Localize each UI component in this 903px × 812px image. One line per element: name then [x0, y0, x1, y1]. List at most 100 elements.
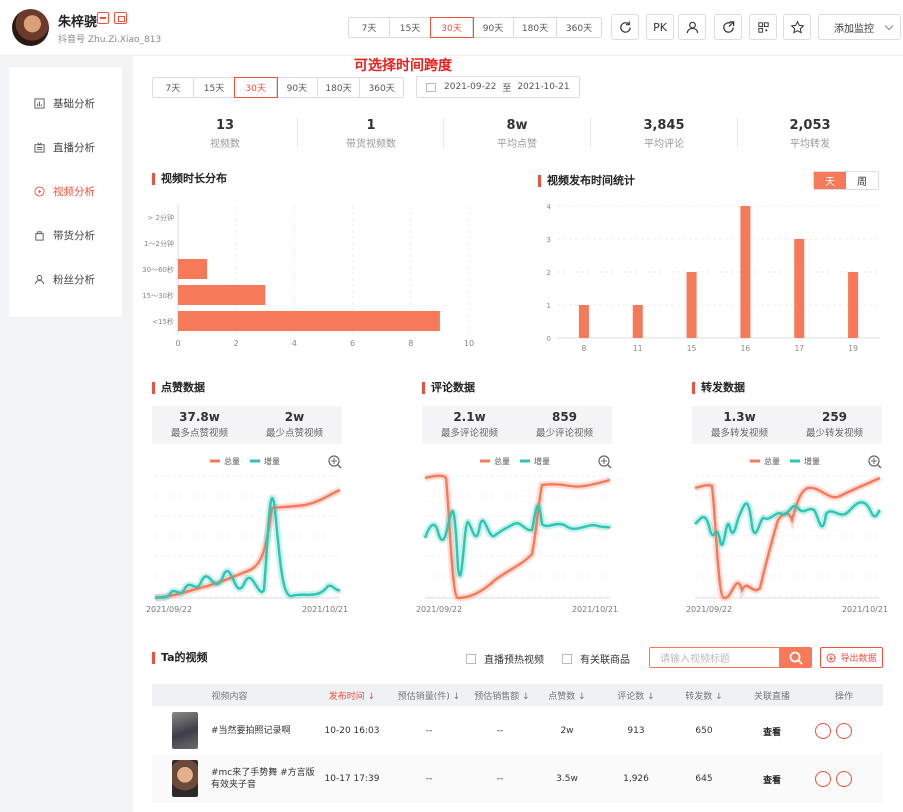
- video-thumbnail[interactable]: [172, 760, 198, 797]
- header-range-30[interactable]: 30天: [430, 17, 474, 38]
- main-range-360[interactable]: 360天: [368, 84, 395, 94]
- play-icon[interactable]: [836, 723, 852, 739]
- live-tv-icon: [34, 142, 45, 153]
- main-range-15[interactable]: 15天: [194, 78, 236, 97]
- stat-label: 带货视频数: [346, 139, 396, 150]
- stat-avg-shares: 2,053 平均转发: [737, 118, 883, 150]
- main-range-180[interactable]: 180天: [318, 78, 361, 97]
- duration-bar: [178, 259, 208, 279]
- cell-amount: --: [496, 774, 504, 784]
- main-range-30[interactable]: 30天: [234, 77, 279, 98]
- video-title[interactable]: #当然要拍照记录啊: [211, 726, 291, 736]
- x-tick-label: 16: [741, 344, 751, 353]
- sidebar-item-basic[interactable]: 基础分析: [9, 88, 122, 118]
- divider: [297, 118, 298, 148]
- header-range-90[interactable]: 90天: [473, 18, 514, 37]
- duration-chart: 0 2 4 6 8 10 > 2分钟 1～2分钟 30～60秒 15～30秒 <15秒: [142, 204, 474, 348]
- sidebar-item-fans[interactable]: 粉丝分析: [9, 264, 122, 294]
- x-start-label: 2021/09/22: [146, 605, 192, 614]
- table-row[interactable]: #当然要拍照记录啊 10-20 16:03 -- -- 2w 913 650 查…: [152, 707, 883, 755]
- col-est-sales[interactable]: 预估销量(件) ↓: [397, 691, 461, 702]
- sidebar-item-live[interactable]: 直播分析: [9, 132, 122, 162]
- video-title[interactable]: #mc来了手势舞 #方言版 有效夹子音: [211, 768, 315, 790]
- sidebar-item-label: 带货分析: [53, 229, 95, 242]
- cell-time: 10-17 17:39: [324, 774, 380, 784]
- duration-section-title: 视频时长分布: [152, 173, 227, 185]
- col-est-amount[interactable]: 预估销售额 ↓: [474, 691, 530, 702]
- y-tick-label: 1: [547, 302, 551, 310]
- cell-likes: 3.5w: [556, 774, 578, 784]
- cell-likes: 2w: [560, 726, 574, 736]
- zoom-icon[interactable]: [868, 455, 882, 469]
- stat-value: 3,845: [643, 118, 685, 133]
- video-thumbnail[interactable]: [172, 712, 198, 749]
- stat-value: 13: [215, 118, 235, 133]
- play-icon[interactable]: [836, 771, 852, 787]
- header-range-selector: 7天 15天 30天 90天 180天 360天: [348, 17, 602, 38]
- col-shares[interactable]: 转发数 ↓: [685, 691, 723, 702]
- comment-max-value: 2.1w: [453, 410, 486, 424]
- checkbox[interactable]: [466, 653, 476, 664]
- publish-bar: [632, 305, 643, 338]
- toggle-week[interactable]: 周: [857, 177, 867, 188]
- share-icon: [722, 20, 734, 33]
- main-range-selector: 7天 15天 30天 90天 180天 360天: [152, 77, 404, 98]
- checkbox[interactable]: [562, 653, 572, 664]
- avatar[interactable]: [12, 9, 49, 46]
- stat-label: 平均评论: [644, 139, 684, 150]
- toggle-day[interactable]: 天: [814, 172, 846, 189]
- pk-button[interactable]: PK: [646, 14, 674, 40]
- legend-increment-label: 增量: [264, 456, 280, 466]
- col-comments[interactable]: 评论数 ↓: [617, 691, 655, 702]
- sidebar-item-label: 基础分析: [53, 97, 95, 110]
- main-range-7[interactable]: 7天: [153, 78, 194, 97]
- view-live-link[interactable]: 查看: [762, 775, 781, 786]
- zoom-icon[interactable]: [598, 455, 612, 469]
- user-name: 朱梓骁: [58, 15, 98, 30]
- zoom-icon[interactable]: [328, 455, 342, 469]
- sidebar-item-goods[interactable]: 带货分析: [9, 220, 122, 250]
- sidebar-item-label: 直播分析: [53, 141, 95, 154]
- filter-live-warmup[interactable]: 直播预热视频: [466, 651, 544, 666]
- divider: [590, 118, 591, 148]
- favorite-button[interactable]: [783, 14, 811, 40]
- x-tick-label: 15: [687, 344, 697, 353]
- publish-bar: [686, 272, 697, 338]
- view-live-link[interactable]: 查看: [762, 727, 781, 738]
- col-likes[interactable]: 点赞数 ↓: [548, 691, 586, 702]
- filter-has-goods[interactable]: 有关联商品: [562, 651, 630, 666]
- legend-total-label: 总量: [224, 456, 240, 466]
- stat-label: 平均点赞: [497, 139, 537, 150]
- table-row[interactable]: #mc来了手势舞 #方言版 有效夹子音 10-17 17:39 -- -- 3.…: [152, 755, 883, 803]
- export-label: 导出数据: [840, 654, 877, 664]
- y-tick-label: 15～30秒: [142, 291, 174, 300]
- header-range-360[interactable]: 360天: [565, 24, 593, 34]
- header-range-7[interactable]: 7天: [349, 18, 390, 37]
- like-max-value: 37.8w: [179, 410, 220, 424]
- stat-label: 视频数: [210, 139, 240, 150]
- search-button[interactable]: [779, 647, 812, 668]
- trend-icon[interactable]: [815, 723, 831, 739]
- legend-increment-label: 增量: [534, 456, 550, 466]
- video-search-input[interactable]: 请输入视频标题: [649, 647, 780, 668]
- fans-button[interactable]: [678, 14, 706, 40]
- header-range-180[interactable]: 180天: [514, 18, 557, 37]
- share-button[interactable]: [714, 14, 742, 40]
- col-publish-time[interactable]: 发布时间 ↓: [328, 691, 376, 702]
- header-range-15[interactable]: 15天: [390, 18, 431, 37]
- like-section-title: 点赞数据: [152, 382, 205, 394]
- qrcode-button[interactable]: [749, 14, 777, 40]
- add-monitor-button[interactable]: 添加监控: [818, 14, 901, 40]
- search-icon: [789, 651, 803, 665]
- comment-max: 2.1w 最多评论视频: [422, 410, 517, 439]
- x-start-label: 2021/09/22: [686, 605, 732, 614]
- export-button[interactable]: 导出数据: [820, 647, 883, 668]
- users-icon: [686, 21, 698, 33]
- sidebar-item-video[interactable]: 视频分析: [9, 176, 122, 206]
- refresh-button[interactable]: [611, 14, 639, 40]
- main-range-90[interactable]: 90天: [277, 78, 318, 97]
- stat-goods-video-count: 1 带货视频数: [298, 118, 444, 150]
- x-tick-label: 2: [234, 339, 239, 348]
- trend-icon[interactable]: [815, 771, 831, 787]
- date-range-picker[interactable]: 2021-09-22 至 2021-10-21: [416, 76, 580, 98]
